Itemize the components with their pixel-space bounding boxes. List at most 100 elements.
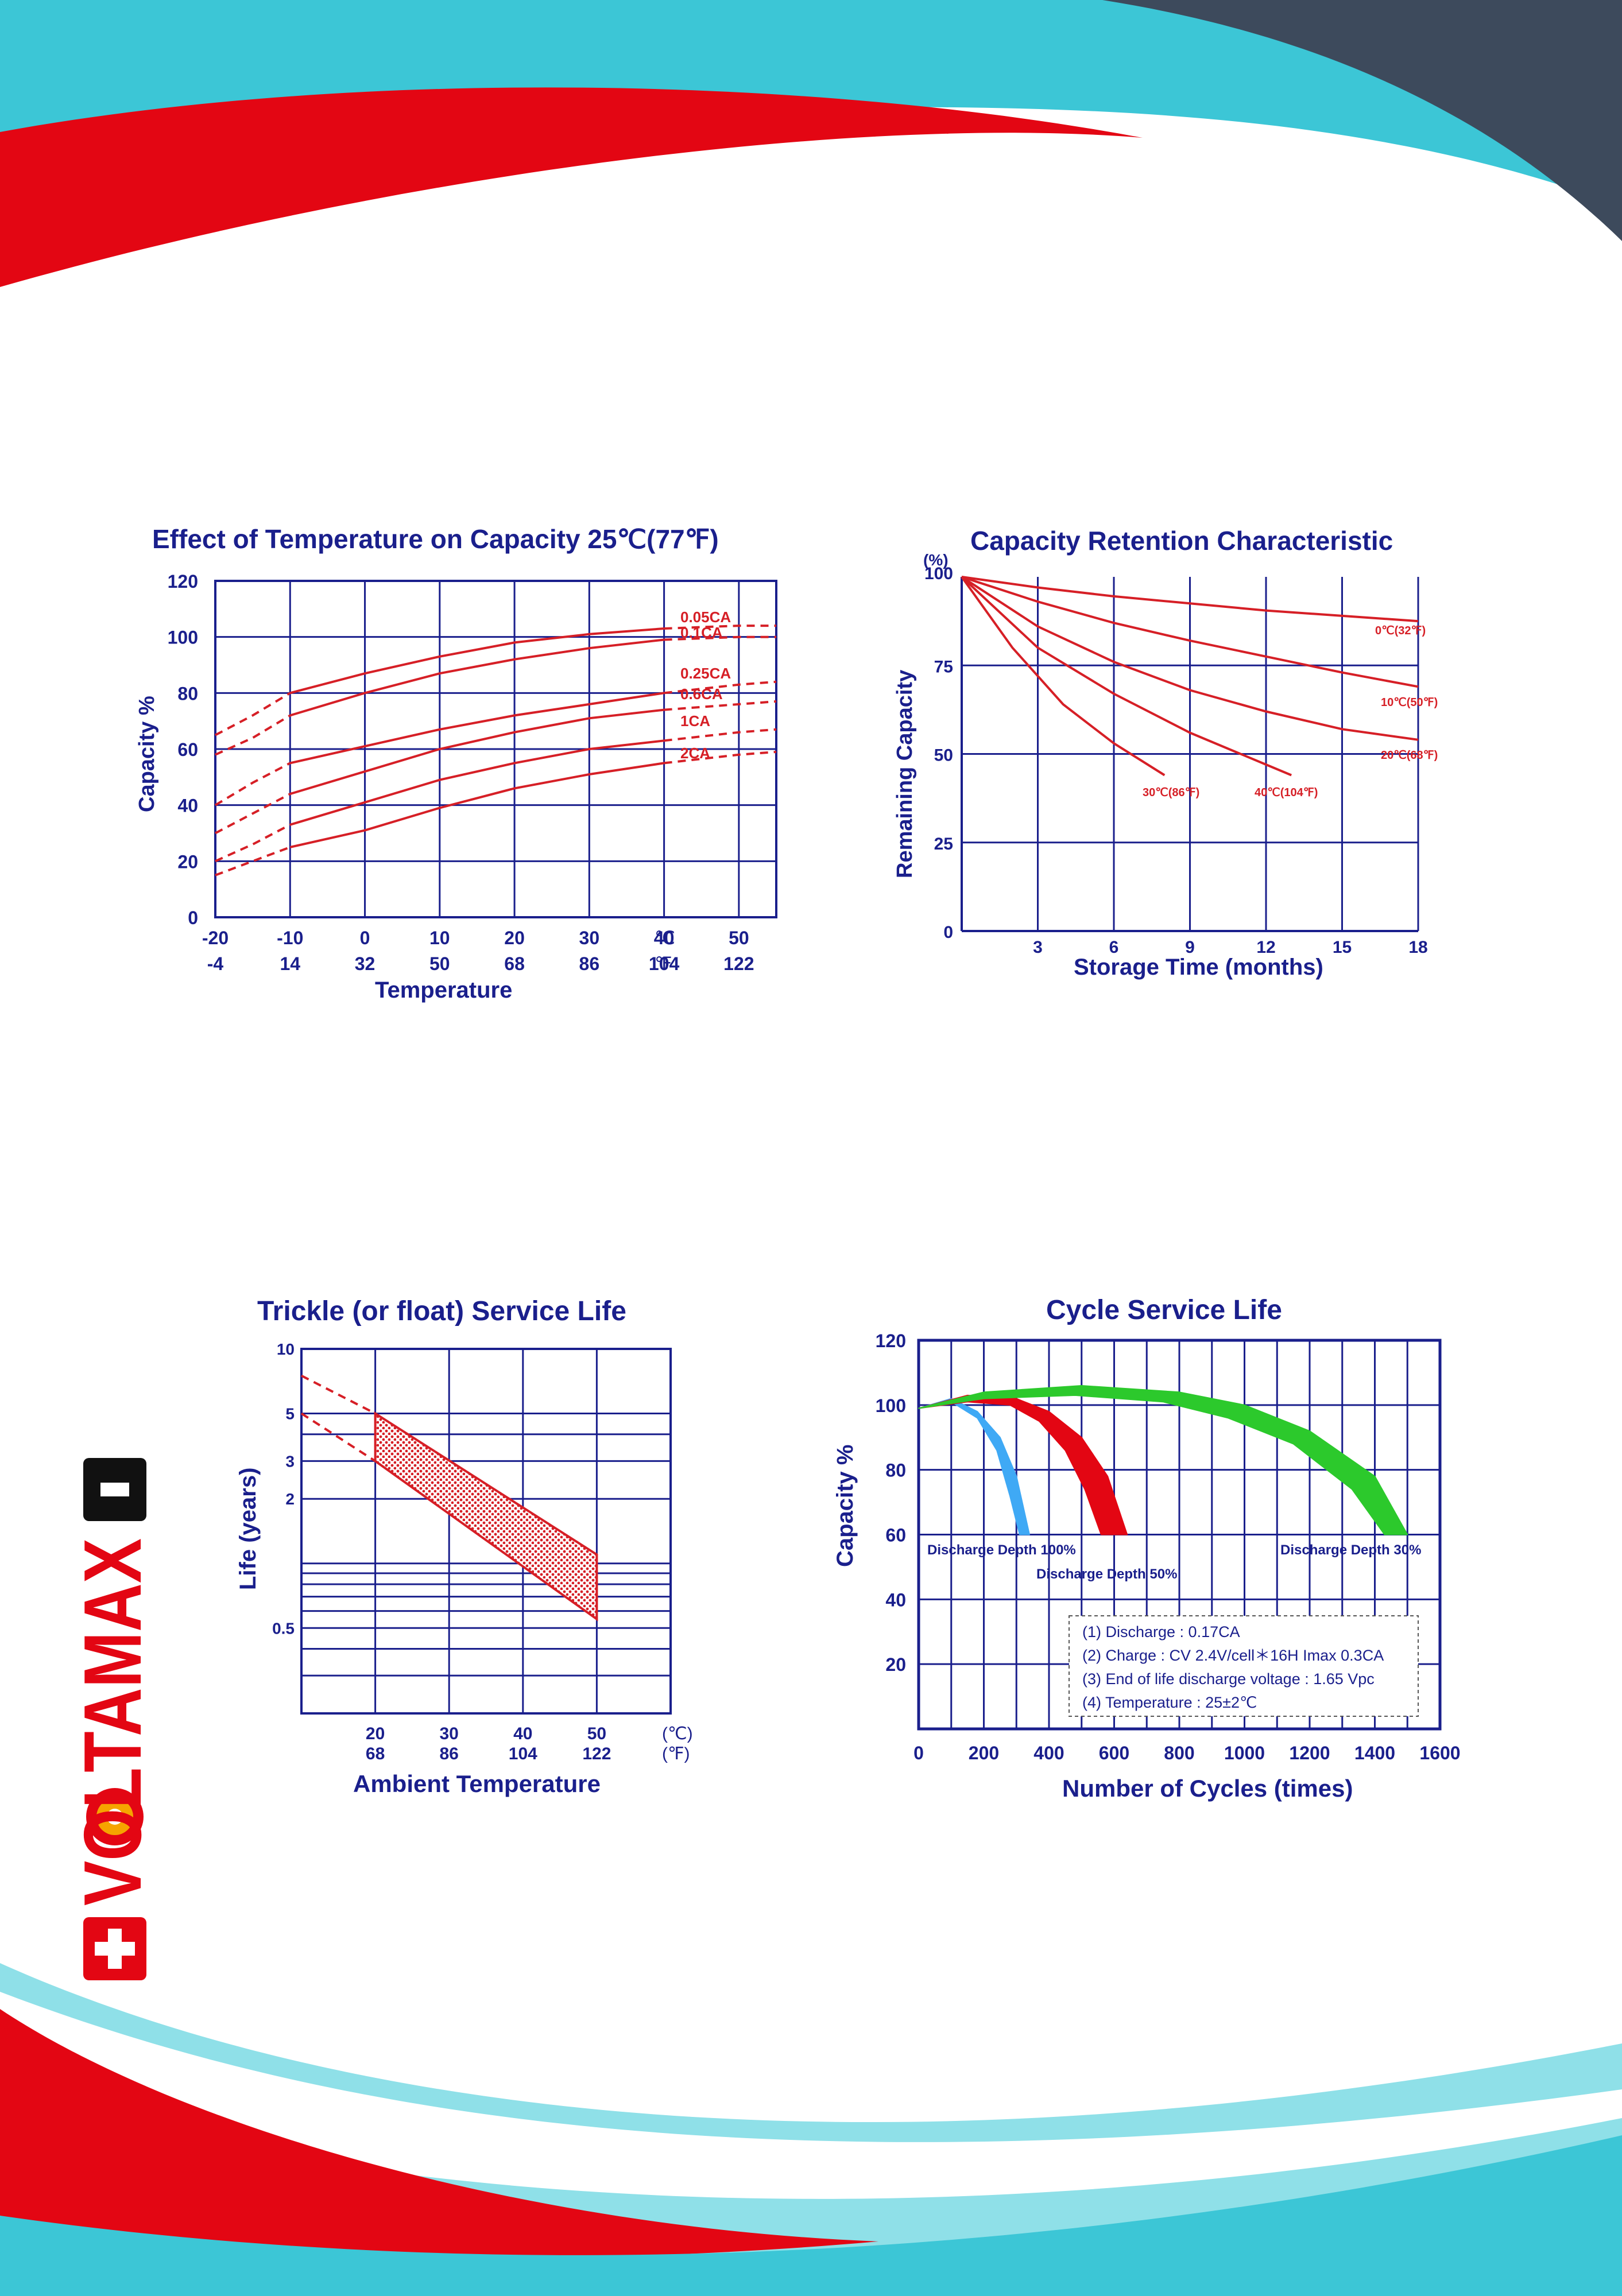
- chart4-series-label: Discharge Depth 100%: [927, 1542, 1076, 1558]
- chart1-ytick: 100: [168, 627, 198, 648]
- chart3-xtick-f: 86: [440, 1744, 459, 1763]
- chart2-grid: [961, 577, 1419, 932]
- chart1-xtick-c: -20: [202, 928, 229, 948]
- logo-swiss-cross-icon: [83, 1917, 146, 1980]
- chart1-ytick: 120: [168, 571, 198, 592]
- chart1-xtick-c: 40: [654, 928, 675, 948]
- chart4-series-band: [918, 1385, 1408, 1535]
- chart4-ticks: 0 200 400 600 800 1000 1200 1400 1600 20 40 60 80 100…: [876, 1331, 1461, 1763]
- chart3-ytick: 10: [277, 1340, 295, 1358]
- chart1-series-dashed-left: [214, 762, 291, 806]
- chart1-xtick-f: 86: [579, 953, 600, 974]
- chart2-ticks: 3 6 9 12 15 18 0 25 50 75 100: [924, 564, 1428, 957]
- chart4-note-2: (2) Charge : CV 2.4V/cell＊16H Imax 0.3CA: [1082, 1647, 1384, 1664]
- chart1-series-line: [289, 692, 664, 765]
- chart1-series-dashed-right: [664, 750, 777, 765]
- chart2-ytick: 100: [924, 564, 953, 583]
- chart4-xtick: 0: [913, 1743, 924, 1763]
- chart2-curves: 0℃(32℉) 10℃(50℉) 20℃(68℉) 30℃(86℉) 40℃(104℉): [961, 576, 1438, 799]
- chart1-series-line: [289, 708, 664, 796]
- chart4-xlabel: Number of Cycles (times): [1062, 1775, 1353, 1802]
- chart1-series-label: 0.1CA: [680, 624, 723, 641]
- chart4-note-1: (1) Discharge : 0.17CA: [1082, 1623, 1240, 1640]
- chart1-ytick: 0: [188, 907, 198, 928]
- chart1-unit-c: ℃: [655, 928, 675, 948]
- chart4-xtick: 1600: [1419, 1743, 1460, 1763]
- chart2-xtick: 18: [1408, 938, 1427, 957]
- chart3-xtick-f: 68: [366, 1744, 385, 1763]
- chart3-ytick: 0.5: [272, 1619, 295, 1637]
- chart1-ytick: 40: [177, 796, 198, 816]
- chart1-series-label: 2CA: [680, 744, 710, 762]
- chart2-title: Capacity Retention Characteristic: [970, 526, 1393, 556]
- chart3-ytick: 3: [285, 1452, 295, 1470]
- chart3-xtick-c: 50: [587, 1724, 606, 1743]
- chart2-series-label: 10℃(50℉): [1381, 696, 1438, 709]
- chart2-series-label: 40℃(104℉): [1255, 786, 1318, 799]
- chart4-xtick: 600: [1099, 1743, 1129, 1763]
- chart1-xlabel: Temperature: [375, 978, 512, 1003]
- chart3-unit-f: (℉): [662, 1744, 690, 1763]
- chart3-unit-c: (℃): [662, 1724, 693, 1743]
- chart1-title: Effect of Temperature on Capacity 25℃(77…: [152, 524, 719, 554]
- chart2-series-line: [961, 576, 1292, 777]
- chart4-xtick: 200: [969, 1743, 999, 1763]
- chart2-xtick: 15: [1333, 938, 1352, 957]
- logo-power-icon: [83, 1458, 146, 1521]
- chart1-xtick-c: 20: [504, 928, 525, 948]
- chart2-ytick: 0: [943, 923, 953, 942]
- chart1-series-dashed-right: [664, 635, 776, 641]
- chart1-series-label: 0.25CA: [680, 665, 731, 682]
- bottom-teal-band: [0, 2135, 1622, 2296]
- chart1-series-dashed-right: [664, 625, 776, 630]
- chart1-xtick-f: 122: [723, 953, 754, 974]
- chart1-grid: [214, 580, 777, 918]
- chart3-life-band: [374, 1411, 598, 1622]
- chart2-ytick: 50: [934, 746, 953, 765]
- chart4-note-4: (4) Temperature : 25±2℃: [1082, 1694, 1257, 1711]
- chart1-xtick-f: 68: [504, 953, 525, 974]
- chart4-ytick: 40: [885, 1589, 906, 1610]
- chart1-xtick-c: 30: [579, 928, 600, 948]
- chart2-ylabel: Remaining Capacity: [893, 670, 917, 878]
- chart3-xtick-c: 40: [513, 1724, 532, 1743]
- chart2-series-label: 20℃(68℉): [1381, 749, 1438, 762]
- chart1-series-label: 0.6CA: [680, 685, 723, 703]
- chart1-xtick-f: 104: [649, 953, 680, 974]
- bottom-white-band: [0, 1992, 1622, 2199]
- chart1-series-dashed-right: [664, 700, 777, 711]
- chart4-series-label: Discharge Depth 50%: [1036, 1566, 1177, 1582]
- chart1-ytick: 20: [177, 851, 198, 872]
- chart1-series-line: [289, 638, 664, 717]
- chart3-ytick: 5: [285, 1405, 295, 1423]
- chart3-extrapolation-upper: [301, 1374, 376, 1415]
- chart1-series-dashed-right: [664, 680, 777, 695]
- chart1-xtick-f: 14: [280, 953, 300, 974]
- chart1-series-label: 1CA: [680, 712, 710, 730]
- chart4-title: Cycle Service Life: [1046, 1295, 1282, 1325]
- chart1-ytick: 60: [177, 739, 198, 760]
- chart2-series-line: [961, 576, 1166, 777]
- chart1-series-line: [289, 762, 664, 848]
- logo-emblem-icon: [86, 1788, 144, 1845]
- chart1-ylabel: Capacity %: [135, 696, 159, 812]
- chart4-series-band: [918, 1394, 1128, 1535]
- chart3-xlabel: Ambient Temperature: [353, 1770, 601, 1797]
- chart1-series-label: 0.05CA: [680, 608, 731, 626]
- chart2-series-label: 30℃(86℉): [1143, 786, 1199, 799]
- chart4-notes-box: [1069, 1615, 1419, 1717]
- logo-wordmark: VOLTAMAX: [67, 1538, 158, 1906]
- chart1-series-dashed-left: [215, 714, 291, 756]
- chart1-unit-f: ℉: [655, 953, 672, 974]
- chart4-ytick: 80: [885, 1460, 906, 1481]
- chart1-series-dashed-left: [215, 692, 291, 736]
- chart1-series-dashed-left: [215, 824, 291, 863]
- chart3-plot-frame: [300, 1348, 672, 1715]
- chart4-ylabel: Capacity %: [833, 1445, 858, 1567]
- chart2-xlabel: Storage Time (months): [1074, 955, 1323, 980]
